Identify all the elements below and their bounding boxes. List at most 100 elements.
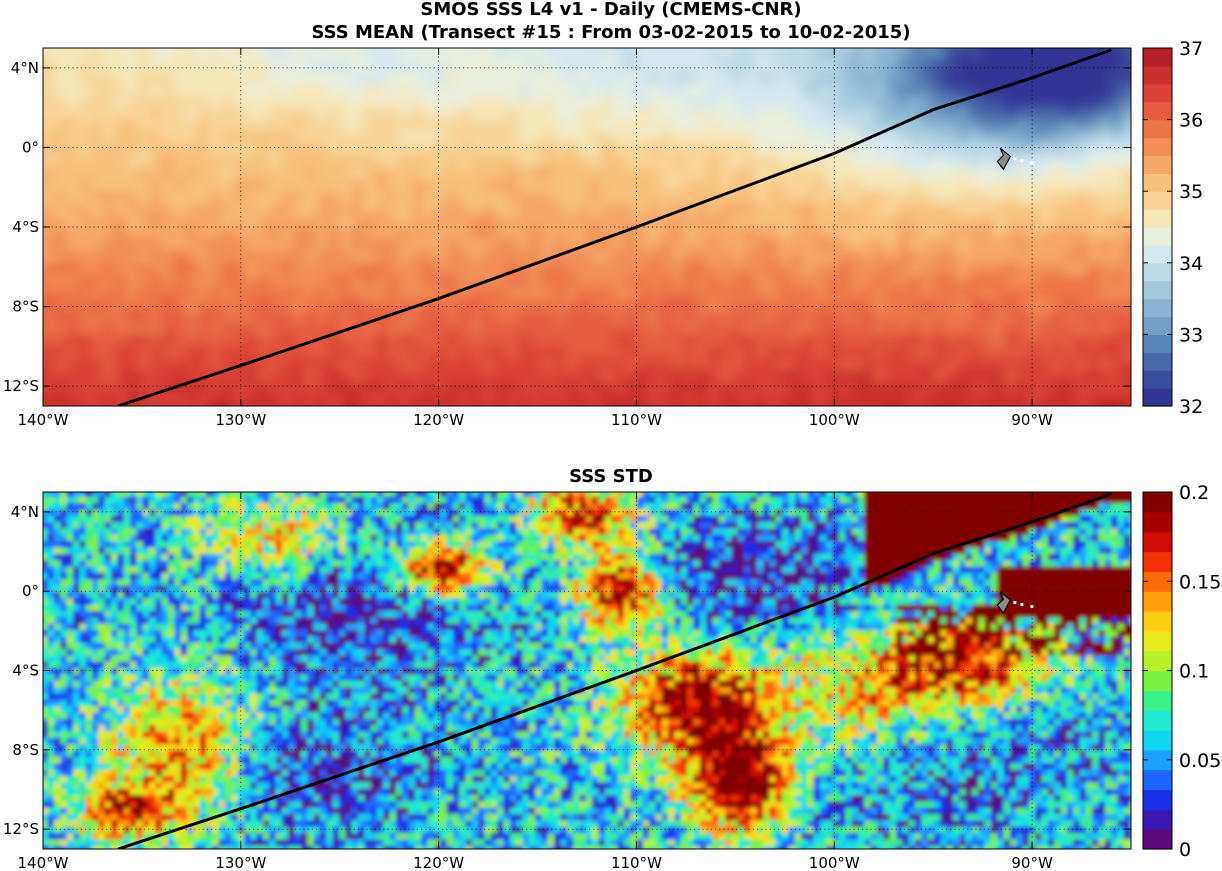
std-colorbar-swatch	[1143, 630, 1172, 652]
mean-colorbar-frame	[1142, 47, 1173, 407]
mean-map-gridlines	[43, 48, 1131, 406]
std-colorbar-swatch	[1143, 511, 1172, 533]
mean-colorbar-tick-label: 34	[1179, 253, 1203, 275]
std-lat-tick-label: 4°S	[12, 662, 39, 680]
mean-lat-tick-label: 4°S	[12, 218, 39, 236]
mean-colorbar-swatch	[1143, 137, 1172, 156]
std-lat-tick-label: 4°N	[11, 503, 39, 521]
mean-colorbar-swatch	[1143, 119, 1172, 139]
mean-lon-tick-label: 120°W	[413, 411, 464, 429]
mean-lon-tick-label: 130°W	[215, 411, 266, 429]
mean-lon-tick-label: 90°W	[1011, 411, 1053, 429]
mean-colorbar-swatch	[1143, 191, 1172, 210]
std-lon-tick-label: 120°W	[413, 854, 464, 871]
figure-subtitle: SSS MEAN (Transect #15 : From 03-02-2015…	[311, 22, 911, 43]
islet-dot	[1020, 159, 1024, 163]
mean-colorbar-swatch	[1143, 173, 1172, 192]
mean-colorbar-swatch	[1143, 83, 1172, 103]
mean-colorbar-swatch	[1143, 65, 1172, 85]
std-colorbar-tick-label: 0.15	[1179, 571, 1221, 593]
std-colorbar-swatch	[1143, 670, 1172, 691]
mean-map-panel: 4°N 0° 4°S 8°S 12°S 140°W 130°W 120°W 110°W 100°…	[3, 47, 1132, 429]
std-colorbar-swatch	[1143, 551, 1172, 572]
std-lon-tick-label: 90°W	[1011, 854, 1053, 871]
mean-colorbar-tick-label: 33	[1179, 324, 1203, 346]
std-map-panel: 4°N 0° 4°S 8°S 12°S 140°W 130°W 120°W 110°W 100°…	[3, 491, 1132, 871]
std-map-ticks	[42, 492, 1131, 849]
mean-colorbar-swatch	[1143, 316, 1172, 335]
mean-colorbar-swatch	[1143, 244, 1172, 264]
mean-island-icon	[996, 147, 1012, 171]
std-colorbar: 0 0.05 0.1 0.15 0.2	[1142, 482, 1221, 861]
mean-colorbar-swatch	[1143, 48, 1172, 67]
mean-colorbar-swatch	[1143, 101, 1172, 121]
mean-lat-tick-label: 12°S	[3, 377, 39, 395]
mean-colorbar-swatch	[1143, 334, 1172, 353]
mean-colorbar-labels: 32 33 34 35 36 37	[1143, 38, 1203, 418]
mean-transect-line	[117, 48, 1112, 406]
mean-lon-labels: 140°W 130°W 120°W 110°W 100°W 90°W	[18, 411, 1053, 429]
std-colorbar-swatch	[1143, 789, 1172, 810]
std-lon-tick-label: 100°W	[809, 854, 860, 871]
std-colorbar-swatch	[1143, 710, 1172, 731]
mean-colorbar-swatch	[1143, 227, 1172, 246]
std-colorbar-swatch	[1143, 730, 1172, 751]
mean-lon-tick-label: 140°W	[18, 411, 69, 429]
mean-lon-tick-label: 110°W	[611, 411, 662, 429]
mean-colorbar-tick-label: 36	[1179, 110, 1203, 132]
islet-dot	[1013, 157, 1017, 161]
mean-colorbar: 32 33 34 35 36 37	[1142, 38, 1203, 418]
figure-title: SMOS SSS L4 v1 - Daily (CMEMS-CNR)	[420, 0, 802, 20]
std-colorbar-tick-label: 0.1	[1179, 661, 1209, 683]
islet-dot	[1020, 603, 1024, 607]
mean-colorbar-swatch	[1143, 388, 1172, 407]
mean-colorbar-tick-label: 32	[1179, 396, 1203, 418]
mean-colorbar-swatch	[1143, 352, 1172, 371]
islet-dot	[1013, 601, 1017, 605]
islet-dot	[1030, 161, 1034, 165]
std-lat-tick-label: 12°S	[3, 820, 39, 838]
islet-dot	[1030, 605, 1034, 609]
mean-colorbar-tick-label: 37	[1179, 38, 1203, 60]
mean-colorbar-swatch	[1143, 262, 1172, 282]
mean-colorbar-swatch	[1143, 209, 1172, 228]
std-transect-line	[117, 492, 1112, 849]
mean-lat-tick-label: 4°N	[11, 59, 39, 77]
mean-colorbar-swatch	[1143, 280, 1172, 300]
std-panel-title: SSS STD	[569, 466, 653, 487]
std-colorbar-swatch	[1143, 531, 1172, 553]
mean-colorbar-tick-label: 35	[1179, 181, 1203, 203]
std-lat-tick-label: 8°S	[12, 741, 39, 759]
mean-lat-labels: 4°N 0° 4°S 8°S 12°S	[3, 59, 39, 395]
std-colorbar-swatch	[1143, 749, 1172, 771]
std-lon-tick-label: 130°W	[215, 854, 266, 871]
mean-colorbar-swatch	[1143, 155, 1172, 174]
std-lon-tick-label: 110°W	[611, 854, 662, 871]
std-colorbar-swatch	[1143, 809, 1172, 830]
std-map-gridlines	[43, 492, 1131, 849]
std-island-icon	[996, 591, 1012, 615]
std-colorbar-swatch	[1143, 611, 1172, 632]
std-colorbar-tick-label: 0.2	[1179, 482, 1209, 504]
sss-mean-field	[43, 48, 1131, 406]
std-colorbar-swatch	[1143, 690, 1172, 711]
std-colorbar-swatch	[1143, 492, 1172, 513]
std-lon-labels: 140°W 130°W 120°W 110°W 100°W 90°W	[18, 854, 1053, 871]
std-lat-tick-label: 0°	[22, 582, 39, 600]
std-lon-tick-label: 140°W	[18, 854, 69, 871]
std-colorbar-tick-label: 0.05	[1179, 750, 1221, 772]
std-colorbar-swatch	[1143, 769, 1172, 791]
mean-lon-tick-label: 100°W	[809, 411, 860, 429]
mean-lat-tick-label: 0°	[22, 138, 39, 156]
std-colorbar-swatch	[1143, 591, 1172, 612]
mean-map-ticks	[42, 48, 1131, 406]
std-colorbar-swatch	[1143, 650, 1172, 672]
mean-colorbar-swatch	[1143, 370, 1172, 389]
std-colorbar-tick-label: 0	[1179, 839, 1191, 861]
std-colorbar-swatch	[1143, 829, 1172, 850]
std-colorbar-labels: 0 0.05 0.1 0.15 0.2	[1143, 482, 1221, 861]
mean-colorbar-swatch	[1143, 298, 1172, 318]
sss-std-field	[43, 492, 1131, 849]
std-colorbar-swatch	[1143, 571, 1172, 592]
